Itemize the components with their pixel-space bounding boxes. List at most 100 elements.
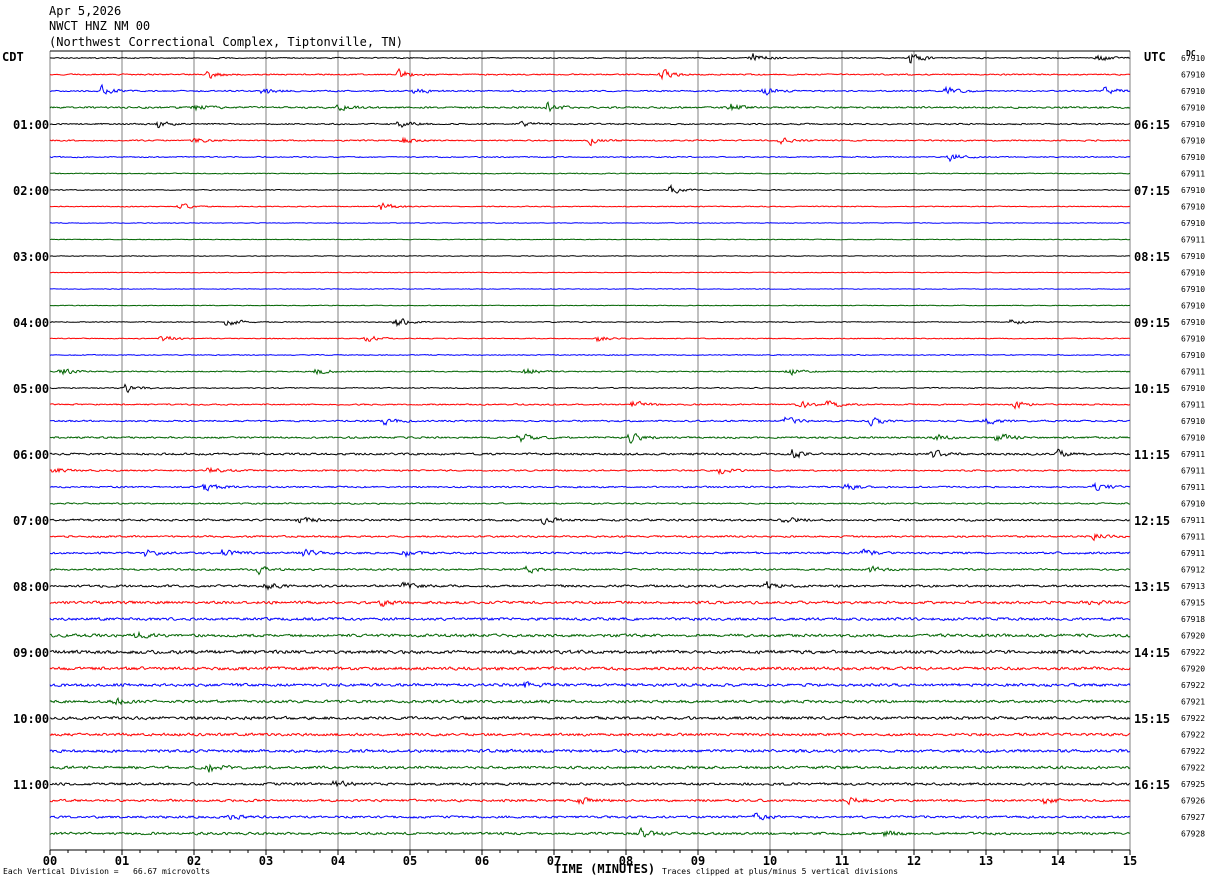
dc-offset-value: 67910 [1181,219,1205,228]
plot-grid [49,50,1131,855]
seismogram-trace [49,532,1131,542]
x-tick-label: 06 [475,854,489,868]
dc-offset-value: 67920 [1181,665,1205,674]
cdt-hour-label: 09:00 [13,646,49,660]
seismogram-trace [49,680,1131,688]
seismogram-trace [49,304,1131,307]
seismogram-trace [49,416,1130,427]
dc-offset-value: 67912 [1181,566,1205,575]
cdt-hour-label: 04:00 [13,316,49,330]
seismogram-trace [49,353,1131,357]
dc-offset-value: 67911 [1181,401,1205,410]
dc-offset-value: 67913 [1181,582,1205,591]
seismogram-trace [49,565,1131,576]
dc-offset-value: 67910 [1181,302,1205,311]
dc-offset-value: 67925 [1181,780,1205,789]
utc-hour-label: 15:15 [1134,712,1170,726]
dc-offset-value: 67911 [1181,467,1205,476]
dc-offset-value: 67910 [1181,384,1205,393]
dc-offset-value: 67928 [1181,830,1205,839]
x-tick-label: 05 [403,854,417,868]
dc-offset-value: 67911 [1181,483,1205,492]
seismogram-trace [49,101,1131,113]
seismogram-traces [49,53,1131,838]
dc-offset-value: 67910 [1181,417,1205,426]
seismogram-trace [49,67,1131,81]
utc-hour-label: 11:15 [1134,448,1170,462]
x-tick-label: 09 [691,854,705,868]
seismogram-trace [49,367,1131,377]
dc-offset-value: 67910 [1181,335,1205,344]
cdt-hour-label: 03:00 [13,250,49,264]
seismogram-trace [49,448,1130,459]
seismogram-trace [49,466,1131,476]
dc-offset-value: 67915 [1181,599,1205,608]
seismogram-trace [49,502,1131,505]
dc-offset-value: 67910 [1181,87,1205,96]
seismogram-trace [50,83,1131,96]
seismogram-trace [49,649,1131,655]
dc-offset-value: 67922 [1181,747,1205,756]
seismogram-trace [49,183,1131,194]
x-tick-label: 04 [331,854,345,868]
dc-offset-value: 67922 [1181,681,1205,690]
seismogram-trace [49,666,1131,671]
seismogram-trace [49,153,1131,163]
clipping-note: Traces clipped at plus/minus 5 vertical … [662,867,899,876]
utc-hour-label: 13:15 [1134,580,1170,594]
seismogram-trace [49,120,1131,129]
dc-offset-value: 67910 [1181,252,1205,261]
x-tick-label: 00 [43,854,57,868]
utc-hour-label: 14:15 [1134,646,1170,660]
dc-offset-value: 67911 [1181,170,1205,179]
dc-offset-value: 67918 [1181,615,1205,624]
cdt-hour-label: 07:00 [13,514,49,528]
x-tick-label: 02 [187,854,201,868]
seismogram-trace [50,779,1131,788]
seismogram-trace [49,812,1131,821]
seismogram-trace [49,696,1130,706]
plot-labels: 00 01 02 03 04 05 06 07 08 09 10 11 12 13 14 15 67910 679… [13,54,1205,868]
seismogram-trace [49,202,1131,210]
cdt-hour-label: 06:00 [13,448,49,462]
x-tick-label: 01 [115,854,129,868]
dc-offset-value: 67922 [1181,714,1205,723]
dc-offset-value: 67910 [1181,203,1205,212]
dc-offset-value: 67911 [1181,516,1205,525]
x-axis-title: TIME (MINUTES) [554,862,656,876]
dc-offset-value: 67910 [1181,500,1205,509]
seismogram-trace [49,335,1131,343]
dc-offset-value: 67910 [1181,434,1205,443]
dc-offset-value: 67920 [1181,632,1205,641]
x-tick-label: 12 [907,854,921,868]
dc-offset-value: 67910 [1181,269,1205,278]
dc-offset-value: 67910 [1181,285,1205,294]
seismogram-trace [49,581,1131,591]
seismogram-trace [49,136,1131,147]
dc-offset-value: 67910 [1181,137,1205,146]
seismogram-trace [49,222,1130,224]
x-tick-label: 03 [259,854,273,868]
seismogram-trace [49,763,1131,773]
dc-offset-value: 67927 [1181,813,1205,822]
dc-offset-value: 67911 [1181,236,1205,245]
seismogram-trace [49,271,1130,274]
dc-offset-value: 67922 [1181,764,1205,773]
seismogram-trace [49,748,1131,754]
utc-hour-label: 10:15 [1134,382,1170,396]
seismogram-trace [49,796,1131,806]
x-tick-label: 08 [619,854,633,868]
seismogram-trace [49,616,1131,622]
seismogram-trace [49,400,1131,410]
vertical-division-scale: Each Vertical Division = 66.67 microvolt… [3,867,211,876]
utc-hour-label: 06:15 [1134,118,1170,132]
seismogram-trace [49,600,1131,608]
seismogram-trace [49,317,1131,328]
dc-offset-value: 67910 [1181,186,1205,195]
cdt-hour-label: 01:00 [13,118,49,132]
utc-hour-label: 09:15 [1134,316,1170,330]
x-tick-label: 07 [547,854,561,868]
dc-offset-value: 67910 [1181,351,1205,360]
cdt-hour-label: 10:00 [13,712,49,726]
